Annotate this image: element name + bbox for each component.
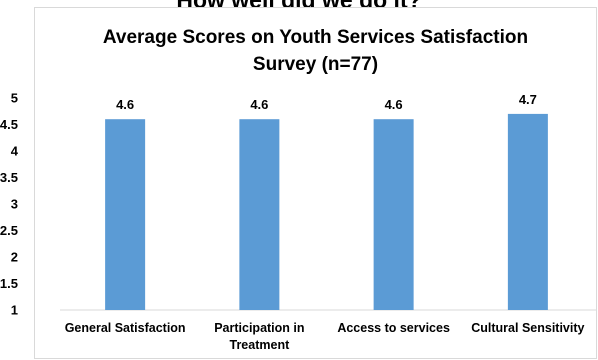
y-tick-label: 4 — [11, 144, 19, 159]
y-tick-label: 1 — [11, 303, 18, 318]
bar — [105, 119, 146, 310]
data-label: 4.6 — [250, 97, 268, 112]
bar — [507, 113, 548, 311]
y-tick-label: 4.5 — [0, 117, 18, 132]
bar — [239, 119, 280, 310]
data-label: 4.6 — [116, 97, 134, 112]
y-tick-label: 1.5 — [0, 276, 18, 291]
x-tick-label: Cultural Sensitivity — [471, 321, 584, 335]
y-tick-label: 2.5 — [0, 223, 18, 238]
chart-title-line-2: Survey (n=77) — [252, 54, 379, 75]
chart-title: Average Scores on Youth Services Satisfa… — [34, 24, 597, 78]
x-tick-label: Access to services — [337, 321, 450, 335]
y-tick-label: 5 — [11, 91, 18, 106]
data-label: 4.7 — [519, 92, 537, 107]
y-tick-label: 3.5 — [0, 170, 18, 185]
y-tick-label: 2 — [11, 250, 18, 265]
y-tick-label: 3 — [11, 197, 18, 212]
chart-title-line-1: Average Scores on Youth Services Satisfa… — [102, 27, 529, 48]
x-tick-label: Participation in — [214, 321, 304, 335]
x-tick-label: Treatment — [230, 338, 291, 352]
data-label: 4.6 — [385, 97, 403, 112]
x-tick-label: General Satisfaction — [65, 321, 186, 335]
bar — [373, 119, 414, 310]
